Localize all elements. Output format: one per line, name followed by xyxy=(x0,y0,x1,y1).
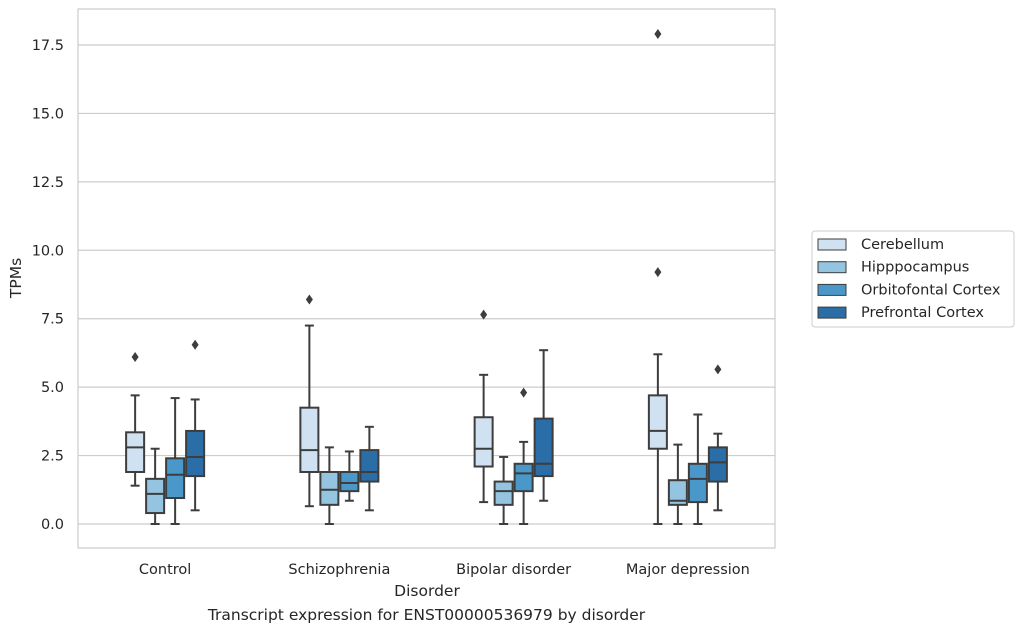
y-tick-label: 12.5 xyxy=(32,175,64,191)
box-iqr xyxy=(473,416,494,468)
box-hipppocampus xyxy=(145,447,166,525)
legend-label: Cerebellum xyxy=(861,237,944,253)
box-iqr xyxy=(533,417,554,478)
y-tick-label: 10.0 xyxy=(32,243,64,259)
box-iqr xyxy=(493,480,514,506)
x-axis-label: Disorder xyxy=(394,582,460,600)
outlier-point xyxy=(131,352,139,363)
box-orbitofontal-cortex xyxy=(339,450,360,502)
legend-label: Prefrontal Cortex xyxy=(861,305,984,321)
legend-frame xyxy=(811,230,1015,328)
outlier-point xyxy=(714,364,722,375)
box-iqr xyxy=(125,431,146,473)
box-orbitofontal-cortex xyxy=(513,387,534,525)
x-axis-ticks: Control Schizophrenia Bipolar disorder Majo… xyxy=(139,562,750,578)
x-tick-label: Bipolar disorder xyxy=(456,562,571,578)
legend-swatch xyxy=(817,283,847,296)
outlier-point xyxy=(191,339,199,350)
chart-caption: Transcript expression for ENST0000053697… xyxy=(207,606,646,624)
legend-swatch xyxy=(817,238,847,251)
box-hipppocampus xyxy=(319,446,340,525)
box-hipppocampus xyxy=(667,443,688,525)
box-iqr xyxy=(687,462,708,504)
legend-swatch xyxy=(817,261,847,274)
box-iqr xyxy=(145,477,166,515)
x-tick-label: Control xyxy=(139,562,191,578)
x-tick-label: Major depression xyxy=(626,562,750,578)
box-cerebellum xyxy=(647,29,668,525)
box-iqr xyxy=(165,457,186,499)
box-orbitofontal-cortex xyxy=(687,413,708,525)
box-prefrontal-cortex xyxy=(185,339,206,512)
box-iqr xyxy=(185,429,206,478)
y-tick-label: 7.5 xyxy=(41,312,64,328)
y-tick-label: 15.0 xyxy=(32,106,64,122)
y-tick-label: 0.0 xyxy=(41,517,64,533)
x-tick-label: Schizophrenia xyxy=(288,562,390,578)
box-iqr xyxy=(299,406,320,473)
box-groups xyxy=(125,29,728,525)
box-iqr xyxy=(647,394,668,450)
y-tick-label: 17.5 xyxy=(32,38,64,54)
outlier-point xyxy=(654,267,662,278)
box-prefrontal-cortex xyxy=(359,425,380,512)
y-axis-ticks: 0.0 2.5 5.0 7.5 10.0 12.5 15.0 17.5 xyxy=(32,38,64,533)
gridlines xyxy=(78,44,775,525)
outlier-point xyxy=(654,29,662,40)
legend-label: Hipppocampus xyxy=(861,260,969,276)
legend-swatch xyxy=(817,306,847,319)
legend: Cerebellum Hipppocampus Orbitofontal Corte… xyxy=(811,230,1015,328)
y-axis-label: TPMs xyxy=(7,258,25,299)
box-iqr xyxy=(359,449,380,483)
outlier-point xyxy=(305,294,313,305)
y-tick-label: 2.5 xyxy=(41,449,64,465)
y-tick-label: 5.0 xyxy=(41,380,64,396)
box-iqr xyxy=(513,462,534,493)
box-iqr xyxy=(339,470,360,493)
box-cerebellum xyxy=(125,352,146,487)
outlier-point xyxy=(480,309,488,320)
box-prefrontal-cortex xyxy=(707,364,728,512)
outlier-point xyxy=(520,387,528,398)
plot-frame xyxy=(77,8,776,549)
box-orbitofontal-cortex xyxy=(165,397,186,525)
box-iqr xyxy=(667,479,688,506)
box-prefrontal-cortex xyxy=(533,349,554,502)
box-cerebellum xyxy=(473,309,494,504)
box-iqr xyxy=(319,470,340,506)
legend-label: Orbitofontal Cortex xyxy=(861,282,1001,298)
box-cerebellum xyxy=(299,294,320,508)
box-iqr xyxy=(707,446,728,483)
box-hipppocampus xyxy=(493,455,514,525)
